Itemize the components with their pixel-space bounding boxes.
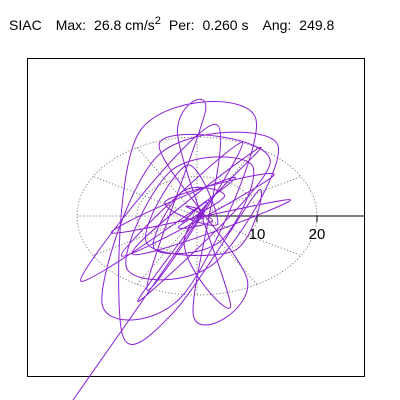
x-tick-label-10: 10 xyxy=(249,226,266,243)
grid-spoke-240 xyxy=(136,215,198,285)
plot-frame xyxy=(27,58,365,377)
x-axis-ticks: 10 20 xyxy=(249,216,326,243)
station-code: SIAC xyxy=(9,17,42,33)
period-label: Per: xyxy=(168,17,195,33)
max-label: Max: xyxy=(55,17,87,33)
period-value: 0.260 s xyxy=(202,17,249,33)
angle-label: Ang: xyxy=(262,17,292,33)
x-tick-label-20: 20 xyxy=(309,226,326,243)
angle-value: 249.8 xyxy=(299,17,335,33)
chart-header: SIAC Max: 26.8 cm/s 2 Per: 0.260 s Ang: 2… xyxy=(9,15,335,37)
grid-spoke-210 xyxy=(92,215,198,256)
grid-spoke-30 xyxy=(196,176,302,217)
motion-trace xyxy=(72,98,292,400)
max-value: 26.8 cm/s xyxy=(94,17,155,33)
max-unit-exponent: 2 xyxy=(154,15,161,27)
grid-spoke-150 xyxy=(92,176,198,217)
grid-spoke-330 xyxy=(196,215,302,256)
grid-spoke-120 xyxy=(136,147,198,217)
